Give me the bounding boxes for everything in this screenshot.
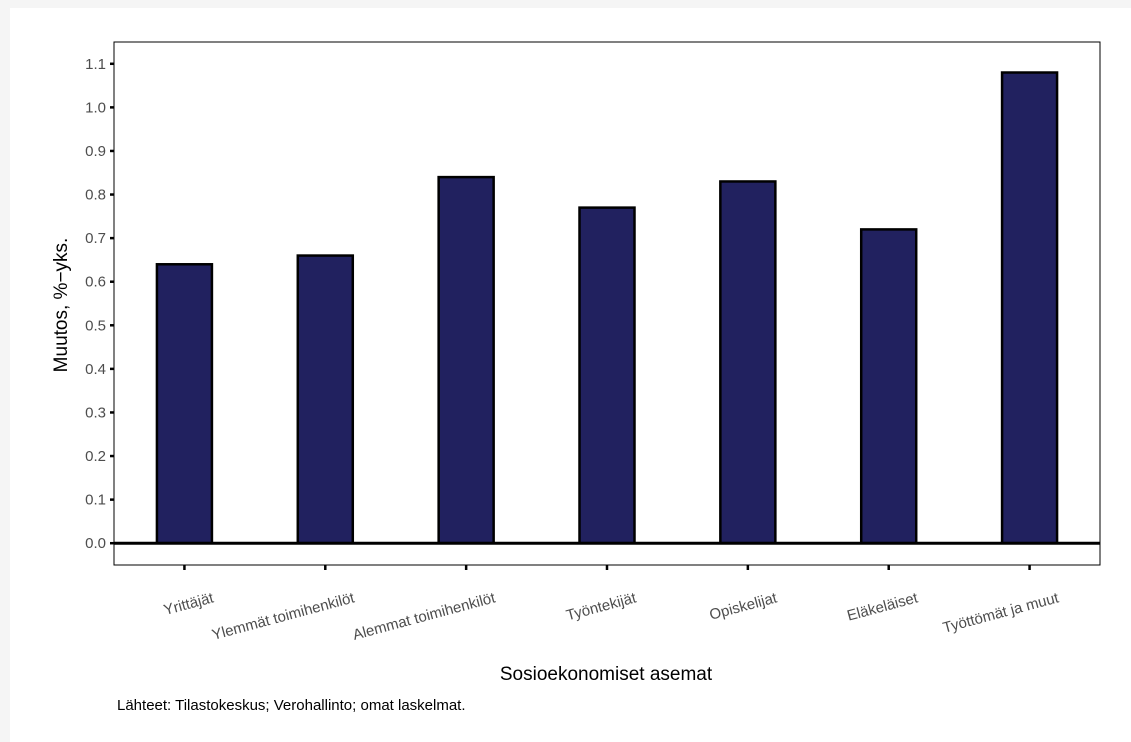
x-tick-label: Ylemmät toimihenkilöt bbox=[210, 589, 357, 644]
y-axis-title: Muutos, %−yks. bbox=[51, 238, 72, 373]
bars bbox=[114, 71, 1100, 545]
y-tick-label: 0.4 bbox=[85, 361, 106, 378]
bar bbox=[1000, 71, 1059, 545]
y-tick-label: 0.2 bbox=[85, 448, 106, 465]
y-tick-label: 0.9 bbox=[85, 143, 106, 160]
bar bbox=[719, 180, 777, 545]
x-tick-label: Opiskelijat bbox=[708, 589, 780, 624]
y-axis: 0.0 0.1 0.2 0.3 0.4 0.5 0.6 0.7 0.8 0.9 1.0 1.1 bbox=[85, 56, 114, 552]
y-tick-label: 0.3 bbox=[85, 404, 106, 421]
y-tick-label: 0.6 bbox=[85, 274, 106, 291]
bar bbox=[578, 206, 636, 545]
y-tick-label: 1.1 bbox=[85, 56, 106, 73]
x-tick-label: Alemmat toimihenkilöt bbox=[351, 589, 498, 644]
x-tick-label: Eläkeläiset bbox=[845, 589, 920, 624]
x-tick-label: Työntekijät bbox=[564, 589, 638, 624]
bar bbox=[859, 228, 918, 545]
y-tick-label: 1.0 bbox=[85, 99, 106, 116]
y-tick-label: 0.5 bbox=[85, 317, 106, 334]
y-tick-label: 0.7 bbox=[85, 230, 106, 247]
x-tick-label: Työttömät ja muut bbox=[941, 589, 1061, 636]
bar bbox=[296, 254, 355, 545]
bar bbox=[155, 263, 214, 545]
y-tick-label: 0.0 bbox=[85, 535, 106, 552]
bar bbox=[437, 175, 495, 545]
x-axis-title: Sosioekonomiset asemat bbox=[500, 664, 713, 685]
y-tick-label: 0.8 bbox=[85, 187, 106, 204]
x-tick-label: Yrittäjät bbox=[162, 589, 216, 619]
y-tick-label: 0.1 bbox=[85, 492, 106, 509]
source-caption: Lähteet: Tilastokeskus; Verohallinto; om… bbox=[117, 697, 466, 714]
